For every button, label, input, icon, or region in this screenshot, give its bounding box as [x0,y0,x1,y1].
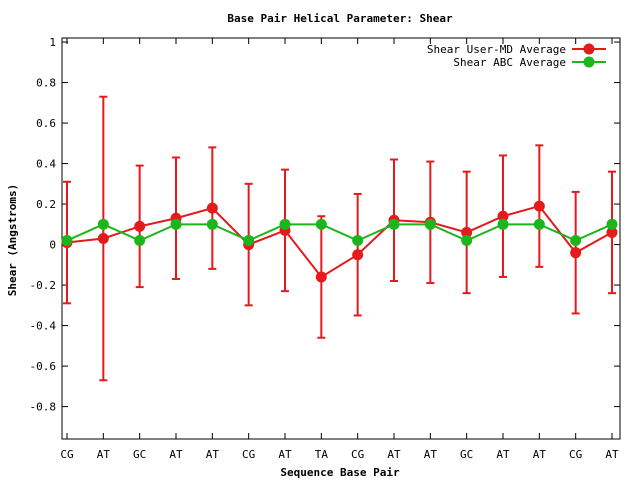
series-abc-point [134,235,146,247]
legend-swatch-marker [583,43,595,55]
y-tick-label: -0.8 [30,401,57,414]
series-abc-point [497,218,509,230]
series-abc-point [570,235,582,247]
y-tick-label: 0.8 [36,77,56,90]
y-axis-ticks: 1 0.8 0.6 0.4 0.2 0 -0.2 -0.4 -0.6 -0.8 [30,36,620,414]
x-tick-label: TA [315,448,329,461]
y-tick-label: 0 [49,239,56,252]
series-abc-point [206,218,218,230]
series-abc-point [352,235,364,247]
x-tick-label: AT [605,448,619,461]
x-axis-ticks: CG AT GC AT AT CG AT TA CG AT AT GC AT AT CG AT [60,38,619,461]
x-tick-label: AT [278,448,292,461]
legend-label: Shear User-MD Average [427,43,566,56]
series-user-md-line [66,204,613,279]
x-tick-label: CG [351,448,364,461]
x-tick-label: AT [97,448,111,461]
series-user-md-point [206,202,218,214]
y-tick-label: 0.6 [36,117,56,130]
x-tick-label: CG [242,448,255,461]
y-tick-label: 1 [49,36,56,49]
x-tick-label: AT [387,448,401,461]
series-user-md-point [606,226,618,238]
x-tick-label: AT [169,448,183,461]
y-tick-label: -0.6 [30,360,57,373]
x-tick-label: AT [424,448,438,461]
series-abc-point [461,235,473,247]
legend-swatch-marker [583,56,595,68]
series-user-md-point [97,233,109,244]
x-tick-label: GC [133,448,146,461]
series-abc-point [279,218,291,230]
x-tick-label: AT [206,448,220,461]
x-axis-label: Sequence Base Pair [280,466,400,479]
legend-label: Shear ABC Average [453,56,566,69]
series-user-md-point [134,220,146,232]
y-tick-label: -0.4 [30,320,57,333]
series-user-md-point [570,247,582,259]
series-abc-line [66,223,613,242]
series-user-md-point [497,210,509,222]
y-axis-label: Shear (Angstroms) [6,184,19,297]
series-abc-point [243,235,255,247]
x-tick-label: CG [60,448,73,461]
series-user-md-point [533,200,545,212]
y-tick-label: 0.4 [36,158,56,171]
x-tick-label: GC [460,448,473,461]
x-tick-label: AT [496,448,510,461]
series-layer [61,95,618,382]
series-abc-point [97,218,109,230]
series-abc-point [315,218,327,230]
series-user-md-point [352,249,364,261]
series-user-md-point [315,271,327,283]
chart-title: Base Pair Helical Parameter: Shear [227,12,453,25]
series-abc-point [424,218,436,230]
y-tick-label: -0.2 [30,279,57,292]
y-tick-label: 0.2 [36,198,56,211]
series-abc-point [170,218,182,230]
series-user-md-point [461,226,473,238]
series-abc-point [388,218,400,230]
series-abc-point [606,218,618,230]
x-tick-label: AT [533,448,547,461]
series-abc-point [61,235,73,247]
series-abc-point [533,218,545,230]
x-tick-label: CG [569,448,582,461]
